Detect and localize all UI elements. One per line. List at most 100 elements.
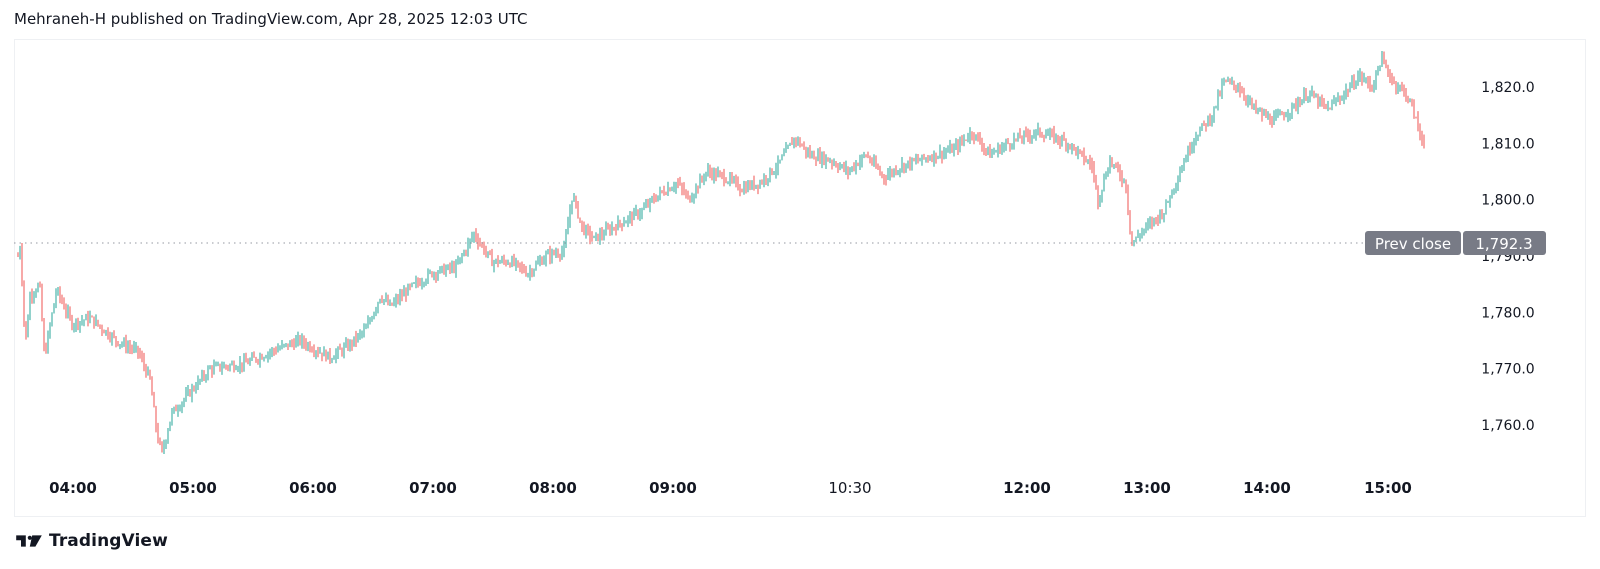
candle: [1207, 115, 1209, 127]
candle: [1143, 228, 1145, 236]
candle: [87, 310, 89, 327]
candle: [549, 245, 551, 265]
candle: [391, 302, 393, 306]
candle: [613, 226, 615, 231]
candle: [371, 315, 373, 322]
candle: [913, 157, 915, 162]
candle: [479, 237, 481, 247]
candle: [1053, 125, 1055, 144]
candle: [303, 335, 305, 349]
candle: [1047, 128, 1049, 136]
candle: [855, 159, 857, 175]
candle: [823, 151, 825, 166]
candle: [933, 150, 935, 167]
candle: [173, 406, 175, 414]
candle: [1301, 99, 1303, 106]
candle: [637, 209, 639, 220]
candle: [1085, 155, 1087, 163]
candle: [363, 323, 365, 338]
candle: [1261, 107, 1263, 122]
candle: [529, 264, 531, 281]
y-tick-label: 1,770.0: [1481, 362, 1534, 378]
candle: [845, 160, 847, 175]
candle: [339, 343, 341, 350]
candle: [687, 190, 689, 200]
candle: [1397, 82, 1399, 95]
candle: [1105, 171, 1107, 180]
candle: [389, 299, 391, 307]
candle: [1269, 113, 1271, 125]
candle: [1287, 109, 1289, 123]
candle: [319, 347, 321, 354]
candle: [1087, 159, 1089, 165]
candle: [29, 291, 31, 321]
candle: [927, 155, 929, 163]
candle: [1201, 123, 1203, 131]
candle: [161, 441, 163, 453]
candle: [1135, 236, 1137, 243]
candle: [867, 151, 869, 159]
candle: [1009, 142, 1011, 152]
candlestick-chart[interactable]: 1,760.01,770.01,780.01,790.01,800.01,810…: [0, 0, 1600, 520]
candle: [879, 165, 881, 176]
candle: [307, 341, 309, 352]
candle: [935, 152, 937, 164]
y-tick-label: 1,820.0: [1481, 80, 1534, 96]
x-tick-label: 12:00: [1003, 479, 1051, 497]
candle: [1321, 94, 1323, 107]
candle: [275, 346, 277, 355]
candle: [37, 282, 39, 293]
candle: [233, 360, 235, 373]
x-tick-label: 07:00: [409, 479, 457, 497]
candle: [1379, 65, 1381, 72]
candle: [569, 204, 571, 228]
candle: [1333, 95, 1335, 105]
candle: [373, 311, 375, 320]
candle: [647, 198, 649, 208]
candle: [427, 268, 429, 285]
candle: [1313, 90, 1315, 99]
candle: [839, 162, 841, 171]
candle: [443, 263, 445, 275]
candle: [909, 156, 911, 171]
x-tick-label: 05:00: [169, 479, 217, 497]
candle: [1249, 95, 1251, 106]
candle: [717, 166, 719, 178]
candle: [489, 250, 491, 256]
candle: [807, 147, 809, 158]
candle: [1409, 98, 1411, 103]
candle: [1389, 69, 1391, 84]
candle: [135, 342, 137, 353]
candle: [19, 245, 21, 260]
candle: [609, 224, 611, 236]
footer-brand[interactable]: TradingView: [14, 531, 168, 551]
candle: [1045, 129, 1047, 139]
candle: [771, 168, 773, 176]
candle: [1375, 70, 1377, 90]
candle: [347, 338, 349, 352]
candle: [199, 378, 201, 385]
candle: [375, 306, 377, 317]
candle: [511, 255, 513, 268]
candle: [1273, 110, 1275, 126]
candle: [57, 286, 59, 296]
candle: [81, 314, 83, 326]
candle: [865, 154, 867, 158]
candle: [63, 297, 65, 310]
candle: [923, 153, 925, 160]
candle: [147, 366, 149, 376]
candle: [1125, 179, 1127, 194]
candle: [817, 148, 819, 162]
candle: [341, 347, 343, 357]
candle: [659, 186, 661, 201]
candle: [177, 404, 179, 417]
candle: [795, 137, 797, 148]
y-tick-label: 1,810.0: [1481, 136, 1534, 152]
candle: [587, 223, 589, 236]
candle: [709, 164, 711, 179]
candle: [91, 315, 93, 318]
candle: [689, 195, 691, 203]
candle: [385, 292, 387, 303]
candle: [989, 143, 991, 158]
publisher-line: Mehraneh-H published on TradingView.com,…: [14, 10, 528, 28]
